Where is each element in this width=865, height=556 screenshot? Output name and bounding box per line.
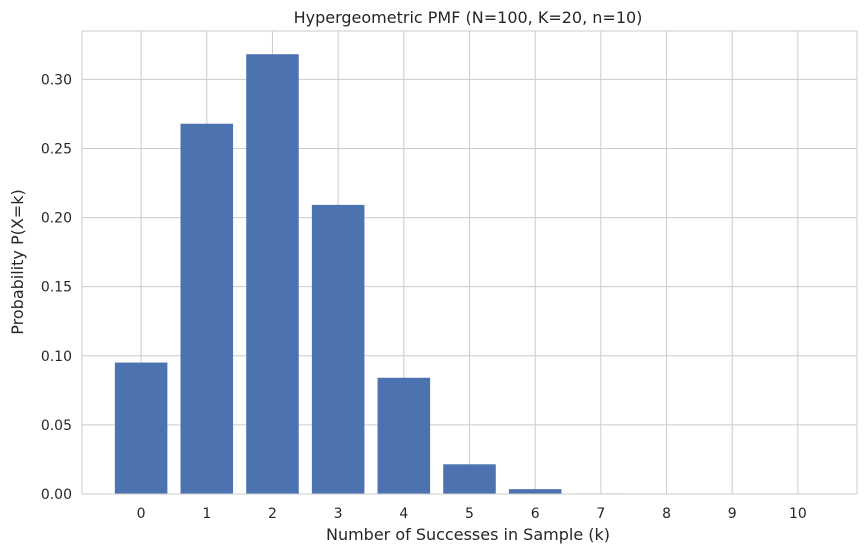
x-tick-label: 8 — [662, 506, 671, 522]
x-axis-title: Number of Successes in Sample (k) — [326, 525, 610, 544]
x-tick-label: 7 — [596, 506, 605, 522]
bar-k-6 — [508, 489, 562, 494]
bar-k-1 — [180, 123, 234, 494]
x-tick-label: 1 — [202, 506, 211, 522]
x-tick-label: 9 — [728, 506, 737, 522]
bar-k-0 — [114, 362, 168, 494]
x-tick-label: 0 — [137, 506, 146, 522]
y-axis: 0.00 0.05 0.10 0.15 0.20 0.25 0.30 — [41, 72, 72, 503]
x-tick-label: 6 — [531, 506, 540, 522]
y-axis-title: Probability P(X=k) — [8, 189, 27, 334]
plot-frame — [81, 30, 858, 495]
y-tick-label: 0.30 — [41, 72, 72, 88]
x-tick-label: 3 — [334, 506, 343, 522]
x-tick-label: 4 — [399, 506, 408, 522]
x-tick-label: 5 — [465, 506, 474, 522]
y-tick-label: 0.00 — [41, 487, 72, 503]
x-axis: 0 1 2 3 4 5 6 7 8 9 10 — [137, 506, 807, 522]
y-tick-label: 0.10 — [41, 349, 72, 365]
y-tick-label: 0.15 — [41, 280, 72, 296]
bars — [114, 54, 628, 494]
y-tick-label: 0.05 — [41, 418, 72, 434]
bar-k-2 — [246, 54, 299, 494]
y-tick-label: 0.20 — [41, 211, 72, 227]
x-tick-label: 2 — [268, 506, 277, 522]
y-tick-label: 0.25 — [41, 141, 72, 157]
chart-title: Hypergeometric PMF (N=100, K=20, n=10) — [294, 8, 643, 27]
bar-k-5 — [443, 464, 496, 494]
bar-k-3 — [311, 204, 365, 494]
bar-k-4 — [377, 377, 431, 494]
x-tick-label: 10 — [789, 506, 807, 522]
